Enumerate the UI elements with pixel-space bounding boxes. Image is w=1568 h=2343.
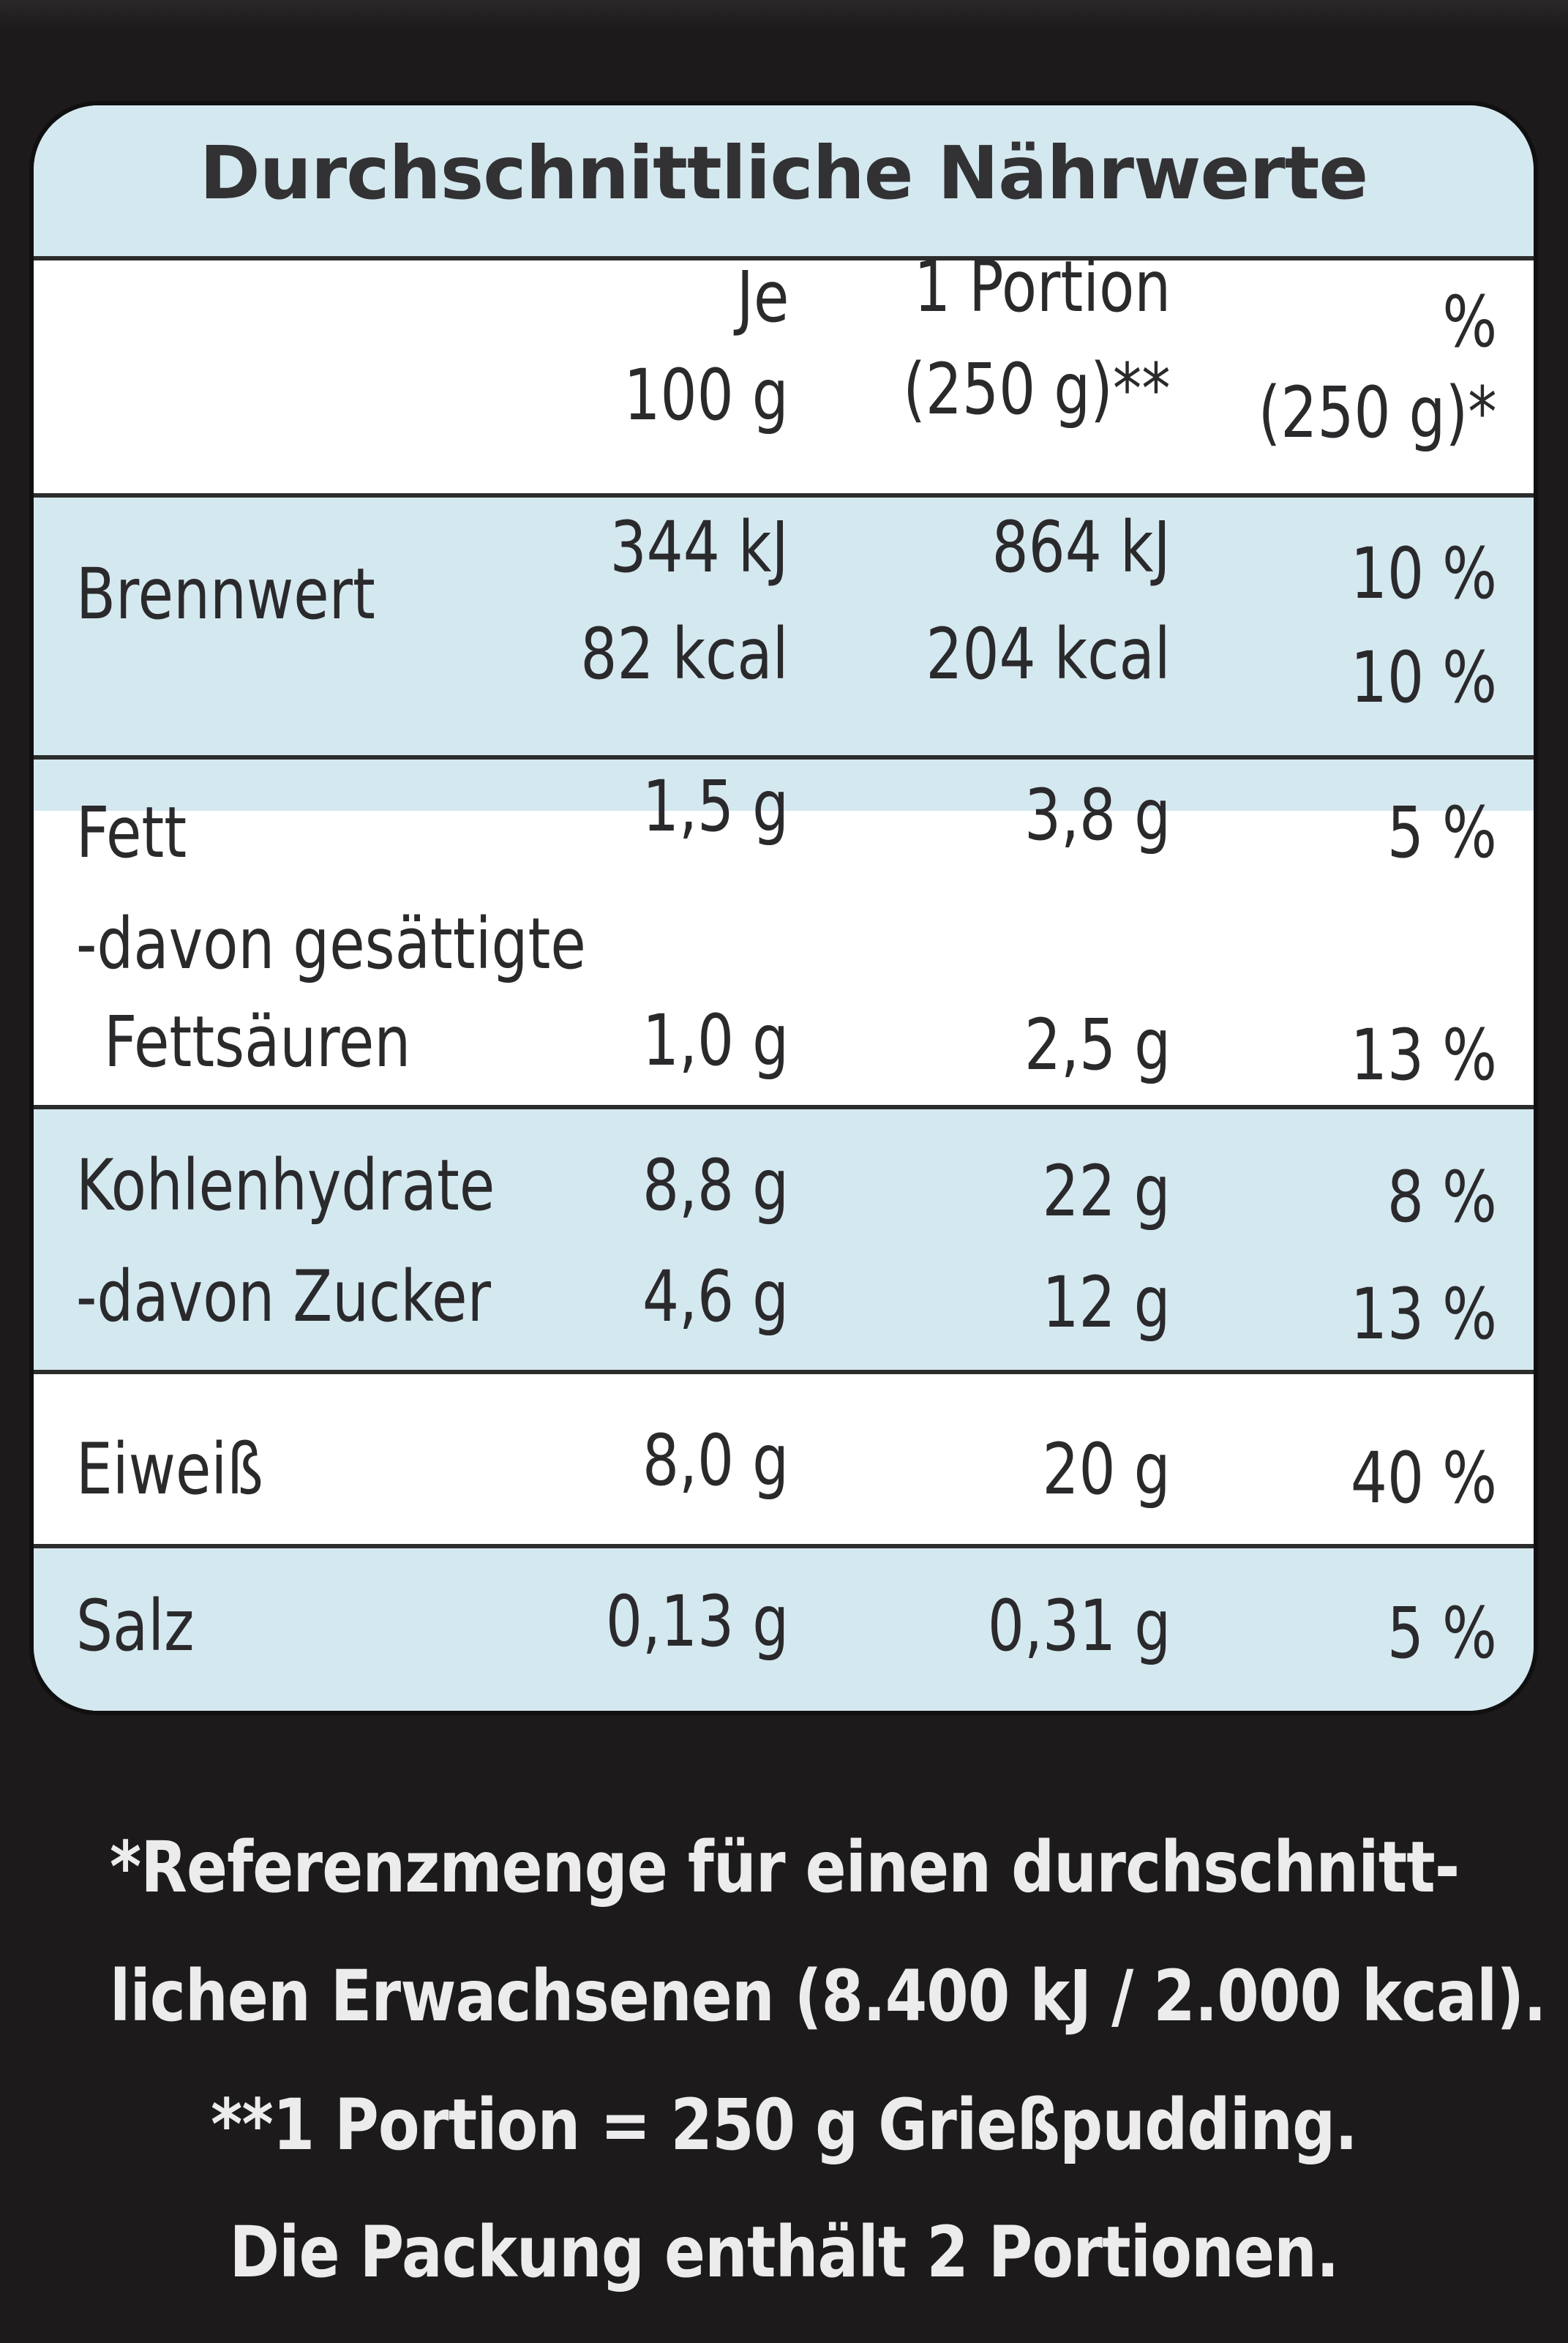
- cell-fett-100g: 1,5 g: [642, 765, 789, 847]
- cell-fett-portion: 3,8 g: [1024, 774, 1171, 856]
- row-band-kohlenhydrate: [34, 1105, 1534, 1374]
- cell-eiweiss-pct: 40 %: [1351, 1437, 1497, 1519]
- footnote-line3: **1 Portion = 250 g Grießpudding.: [211, 2084, 1358, 2166]
- cell-salz-portion: 0,31 g: [987, 1585, 1171, 1667]
- package-edge: [0, 0, 1568, 29]
- cell-zucker-100g: 4,6 g: [642, 1256, 789, 1338]
- row-label-brennwert: Brennwert: [76, 553, 375, 635]
- cell-gesaettigte-pct: 13 %: [1351, 1014, 1497, 1096]
- row-label-salz: Salz: [76, 1585, 195, 1667]
- header-col2-line1: 1 Portion: [913, 246, 1171, 328]
- cell-zucker-pct: 13 %: [1351, 1273, 1497, 1355]
- header-col3-line1: %: [1442, 281, 1497, 363]
- footnote-line2: lichen Erwachsenen (8.400 kJ / 2.000 kca…: [110, 1955, 1547, 2037]
- footnote-line4: Die Packung enthält 2 Portionen.: [229, 2211, 1339, 2293]
- row-label-eiweiss: Eiweiß: [76, 1428, 263, 1510]
- cell-kohlenhydrate-portion: 22 g: [1042, 1150, 1171, 1232]
- cell-kj-portion: 864 kJ: [991, 506, 1171, 588]
- divider-fett: [34, 755, 1534, 760]
- cell-zucker-portion: 12 g: [1042, 1262, 1171, 1343]
- header-col3-line2: (250 g)*: [1258, 372, 1497, 454]
- nutrition-table: Durchschnittliche Nährwerte Je 100 g 1 P…: [34, 105, 1534, 1711]
- table-header-band: Durchschnittliche Nährwerte: [34, 105, 1534, 260]
- header-col2-line2: (250 g)**: [903, 348, 1171, 430]
- cell-kcal-100g: 82 kcal: [580, 613, 789, 695]
- cell-kj-pct: 10 %: [1351, 533, 1497, 615]
- row-label-gesaettigte-line2: Fettsäuren: [104, 1001, 411, 1083]
- cell-kohlenhydrate-pct: 8 %: [1387, 1156, 1497, 1238]
- cell-eiweiss-100g: 8,0 g: [642, 1420, 789, 1502]
- row-label-zucker: -davon Zucker: [76, 1256, 491, 1338]
- header-col1-line2: 100 g: [623, 354, 789, 436]
- divider-eiweiss: [34, 1370, 1534, 1374]
- table-title: Durchschnittliche Nährwerte: [199, 130, 1369, 216]
- cell-salz-100g: 0,13 g: [605, 1581, 789, 1662]
- footnote-line1: *Referenzmenge für einen durchschnitt-: [110, 1826, 1460, 1908]
- cell-fett-pct: 5 %: [1387, 792, 1497, 874]
- cell-kj-100g: 344 kJ: [609, 506, 789, 588]
- cell-gesaettigte-portion: 2,5 g: [1024, 1004, 1171, 1086]
- row-label-gesaettigte-line1: -davon gesättigte: [76, 903, 586, 985]
- cell-kcal-pct: 10 %: [1351, 637, 1497, 719]
- cell-kcal-portion: 204 kcal: [926, 613, 1171, 695]
- row-label-fett: Fett: [76, 792, 187, 874]
- row-label-kohlenhydrate: Kohlenhydrate: [76, 1144, 495, 1226]
- row-band-salz: [34, 1544, 1534, 1711]
- cell-salz-pct: 5 %: [1387, 1592, 1497, 1674]
- cell-gesaettigte-100g: 1,0 g: [642, 1000, 789, 1081]
- cell-kohlenhydrate-100g: 8,8 g: [642, 1144, 789, 1226]
- cell-eiweiss-portion: 20 g: [1042, 1428, 1171, 1510]
- header-col1-line1: Je: [736, 256, 789, 338]
